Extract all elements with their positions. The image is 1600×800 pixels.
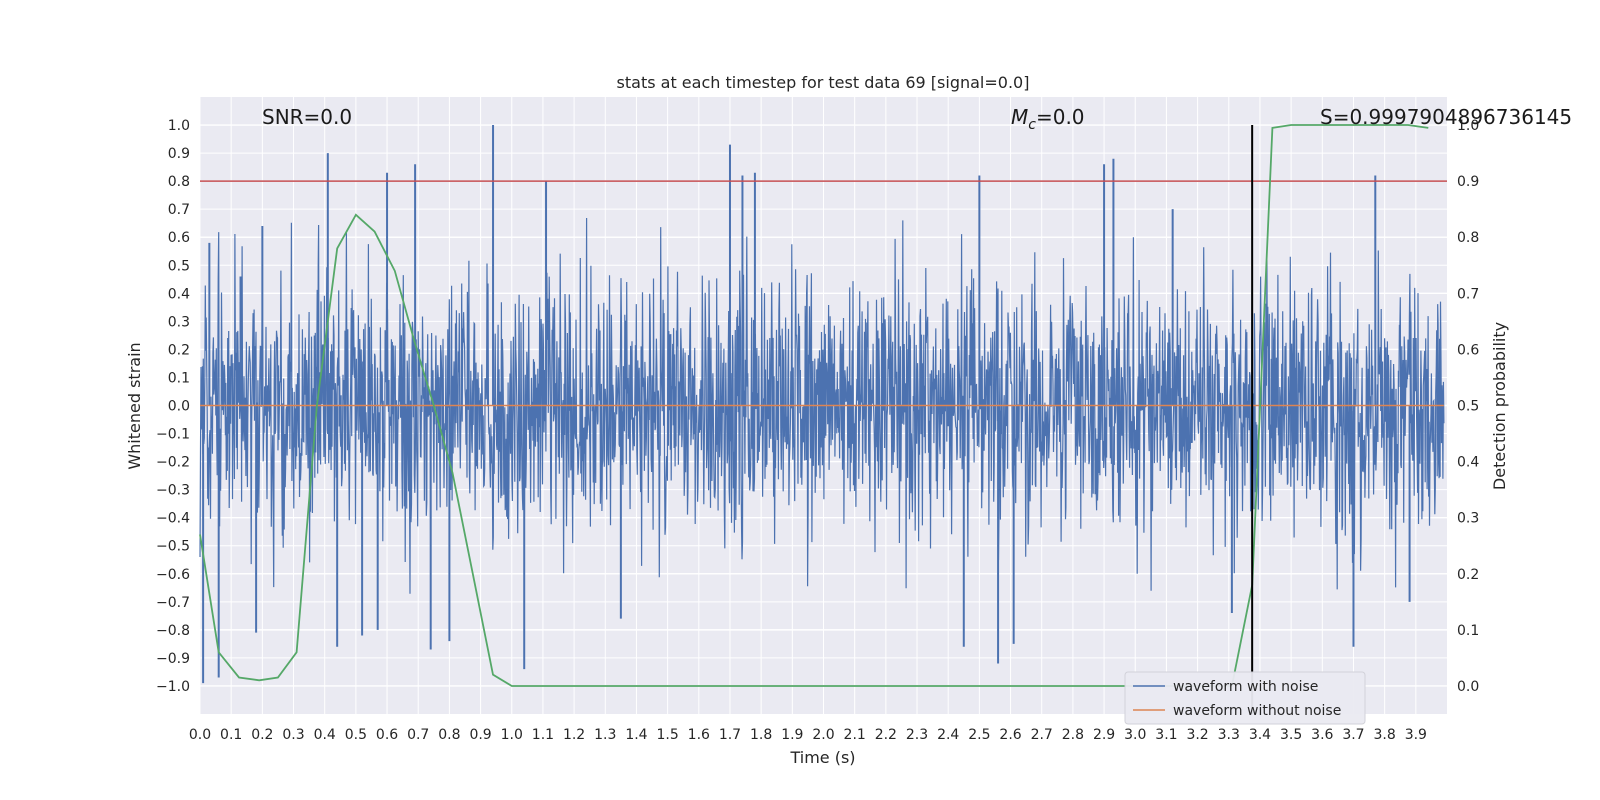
x-tick-label: 0.4: [314, 727, 336, 743]
y2-tick-label: 0.7: [1457, 286, 1479, 302]
x-tick-label: 3.6: [1311, 727, 1333, 743]
y-axis-label: Whitened strain: [125, 342, 144, 469]
y2-tick-label: 0.9: [1457, 174, 1479, 190]
y2-tick-label: 0.8: [1457, 230, 1479, 246]
x-tick-label: 1.5: [656, 727, 678, 743]
y2-tick-label: 0.2: [1457, 567, 1479, 583]
detection-probability-series: [199, 124, 1429, 687]
x-tick-label: 0.0: [189, 727, 211, 743]
x-tick-label: 1.7: [719, 727, 741, 743]
y-tick-label: −0.3: [156, 483, 190, 499]
y-tick-label: 0.0: [168, 399, 190, 415]
y-tick-label: 0.8: [168, 174, 190, 190]
y-tick-label: 0.5: [168, 258, 190, 274]
y-tick-label: 0.6: [168, 230, 190, 246]
y-tick-label: 0.2: [168, 342, 190, 358]
x-tick-label: 0.5: [345, 727, 367, 743]
chirp-mass-annotation: Mc=0.0: [1011, 105, 1085, 133]
x-tick-label: 0.2: [251, 727, 273, 743]
x-tick-label: 2.3: [906, 727, 928, 743]
x-tick-label: 0.1: [220, 727, 242, 743]
y2-tick-label: 0.5: [1457, 399, 1479, 415]
x-axis-label: Time (s): [789, 748, 855, 767]
waveform-with-noise-line: [199, 217, 1445, 594]
x-tick-label: 2.4: [937, 727, 959, 743]
legend-label-clean: waveform without noise: [1173, 703, 1341, 719]
x-tick-label: 3.4: [1249, 727, 1271, 743]
x-tick-label: 2.2: [875, 727, 897, 743]
x-tick-label: 3.9: [1405, 727, 1427, 743]
y-tick-label: −0.9: [156, 651, 190, 667]
x-tick-label: 2.8: [1062, 727, 1084, 743]
chirp-mass-value: =0.0: [1036, 105, 1085, 129]
x-tick-label: 2.5: [968, 727, 990, 743]
y2-tick-label: 0.0: [1457, 679, 1479, 695]
x-tick-label: 3.0: [1124, 727, 1146, 743]
x-tick-label: 3.7: [1342, 727, 1364, 743]
y-tick-label: 0.4: [168, 286, 190, 302]
x-tick-label: 3.1: [1155, 727, 1177, 743]
y-tick-label: −1.0: [156, 679, 190, 695]
y2-tick-label: 0.3: [1457, 511, 1479, 527]
y-tick-labels: 1.0 0.9 0.8 0.7 0.6 0.5 0.4 0.3 0.2 0.1 0.0 −0.1 −0.…: [156, 118, 190, 695]
y-tick-label: 0.1: [168, 370, 190, 386]
y-tick-label: −0.5: [156, 539, 190, 555]
x-tick-label: 1.1: [532, 727, 554, 743]
x-tick-label: 1.6: [688, 727, 710, 743]
x-tick-label: 2.6: [999, 727, 1021, 743]
chirp-mass-subscript: c: [1028, 117, 1036, 133]
x-tick-label: 3.3: [1218, 727, 1240, 743]
y-tick-label: 0.7: [168, 202, 190, 218]
y-tick-label: −0.7: [156, 595, 190, 611]
y2-tick-label: 0.4: [1457, 455, 1479, 471]
x-tick-label: 1.3: [594, 727, 616, 743]
waveform-with-noise-series: [199, 125, 1445, 684]
x-tick-label: 3.8: [1374, 727, 1396, 743]
x-tick-label: 1.2: [563, 727, 585, 743]
x-tick-label: 2.1: [844, 727, 866, 743]
y2-tick-label: 0.6: [1457, 342, 1479, 358]
y2-tick-label: 1.0: [1457, 118, 1479, 134]
x-tick-label: 1.4: [625, 727, 647, 743]
y-tick-label: −0.2: [156, 455, 190, 471]
x-tick-label: 0.3: [282, 727, 304, 743]
x-tick-label: 1.8: [750, 727, 772, 743]
legend-label-noise: waveform with noise: [1173, 679, 1318, 695]
y-tick-label: −0.4: [156, 511, 190, 527]
snr-annotation: SNR=0.0: [262, 105, 352, 129]
y-tick-label: −0.6: [156, 567, 190, 583]
x-tick-label: 3.2: [1186, 727, 1208, 743]
y-tick-label: −0.1: [156, 427, 190, 443]
y2-tick-label: 0.1: [1457, 623, 1479, 639]
x-tick-label: 2.9: [1093, 727, 1115, 743]
x-tick-label: 2.0: [812, 727, 834, 743]
x-tick-label: 0.6: [376, 727, 398, 743]
x-tick-label: 2.7: [1031, 727, 1053, 743]
legend: waveform with noise waveform without noi…: [1124, 671, 1366, 725]
y2-axis-label: Detection probability: [1490, 322, 1509, 490]
detection-probability-line: [199, 124, 1429, 687]
x-tick-label: 0.9: [469, 727, 491, 743]
legend-box: [1124, 671, 1366, 725]
x-tick-labels: 0.0 0.1 0.2 0.3 0.4 0.5 0.6 0.7 0.8 0.9 1.0 1.1 1.2 1…: [189, 727, 1427, 743]
score-annotation: S=0.9997904896736145: [1320, 105, 1572, 129]
x-tick-label: 1.9: [781, 727, 803, 743]
x-tick-label: 3.5: [1280, 727, 1302, 743]
chart-title: stats at each timestep for test data 69 …: [617, 73, 1030, 92]
y-tick-label: −0.8: [156, 623, 190, 639]
x-tick-label: 0.7: [407, 727, 429, 743]
y-tick-label: 0.3: [168, 314, 190, 330]
x-tick-label: 0.8: [438, 727, 460, 743]
x-tick-label: 1.0: [501, 727, 523, 743]
y-tick-label: 1.0: [168, 118, 190, 134]
y2-tick-labels: 1.0 0.9 0.8 0.7 0.6 0.5 0.4 0.3 0.2 0.1 0.0: [1457, 118, 1479, 695]
chirp-mass-symbol: M: [1011, 105, 1028, 129]
y-tick-label: 0.9: [168, 146, 190, 162]
